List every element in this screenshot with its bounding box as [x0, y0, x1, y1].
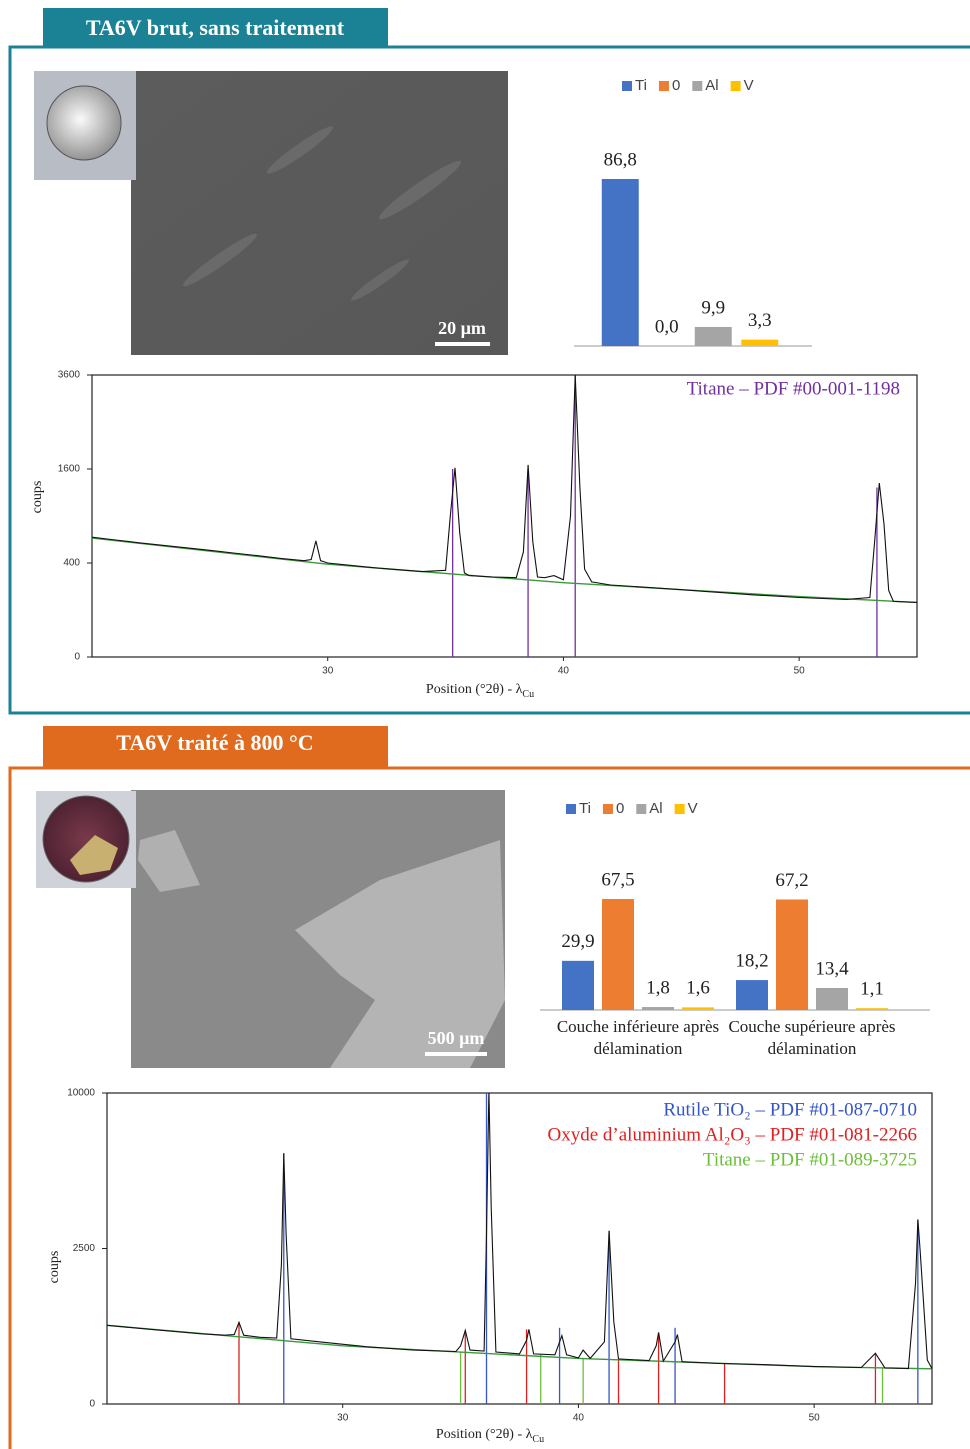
value-label: 1,6	[686, 978, 710, 999]
bar	[682, 1007, 714, 1010]
x-tick-label: 40	[573, 1413, 585, 1424]
value-label: 9,9	[701, 297, 725, 318]
x-tick-label: 30	[337, 1413, 349, 1424]
value-label: 18,2	[735, 950, 768, 971]
plot-frame	[91, 374, 918, 658]
x-tick-label: 30	[322, 666, 334, 677]
legend-swatch	[636, 804, 647, 814]
panel-header	[43, 726, 388, 768]
legend-label: V	[688, 800, 698, 817]
value-label: 67,2	[775, 870, 808, 891]
bar	[642, 1007, 674, 1010]
y-tick-label: 1600	[58, 464, 81, 475]
y-tick-label: 10000	[67, 1088, 95, 1099]
sem-flake	[138, 830, 200, 892]
bar	[601, 179, 639, 346]
trace	[107, 1093, 932, 1370]
legend-label: Al	[705, 77, 718, 94]
sem-image	[131, 71, 508, 355]
category-label: Couche supérieure après délamination	[728, 1017, 896, 1058]
bar	[856, 1008, 888, 1010]
legend-swatch	[658, 81, 669, 91]
y-axis-label: coups	[30, 481, 45, 514]
category-label: Couche inférieure après délamination	[556, 1017, 720, 1058]
bar	[602, 899, 634, 1010]
value-label: 29,9	[561, 931, 594, 952]
panel-title: TA6V traité à 800 °C	[116, 730, 313, 755]
scale-label: 20 µm	[438, 318, 486, 338]
plot-area	[107, 1093, 932, 1404]
panel-frame	[8, 45, 970, 715]
bar	[741, 339, 779, 346]
sem-flake	[295, 840, 505, 1068]
category-box: Couche supérieure après délamination	[728, 1017, 896, 1058]
value-label: 0,0	[655, 316, 679, 337]
value-label: 3,3	[748, 310, 772, 331]
x-axis-label: Position (°2θ) - λCu	[426, 682, 534, 700]
legend-swatch	[730, 81, 741, 91]
value-label: 1,1	[860, 979, 884, 1000]
trace	[92, 375, 917, 603]
panel-title: TA6V brut, sans traitement	[86, 15, 345, 40]
scale-bar	[425, 1052, 487, 1056]
legend-label: Titane – PDF #01-089-3725	[703, 1149, 917, 1170]
x-tick-label: 50	[794, 666, 806, 677]
sample-patch	[70, 835, 118, 875]
y-tick-label: 400	[63, 558, 80, 569]
legend-label: Rutile TiO₂ – PDF #01-087-0710	[663, 1099, 917, 1120]
sem-texture	[182, 126, 462, 301]
legend-swatch	[622, 81, 632, 91]
x-tick-label: 40	[558, 666, 570, 677]
legend-label: 0	[672, 77, 680, 94]
legend-swatch	[692, 81, 703, 91]
x-axis-label: Position (°2θ) - λCu	[436, 1427, 544, 1445]
category-box: Couche inférieure après délamination	[556, 1017, 720, 1058]
value-label: 86,8	[604, 149, 637, 170]
value-label: 13,4	[815, 958, 849, 979]
value-label: 1,8	[646, 977, 670, 998]
legend-label: Al	[649, 800, 662, 817]
legend-label: Oxyde d’aluminium Al₂O₃ – PDF #01-081-22…	[548, 1124, 918, 1145]
x-axis-label-main: Position (°2θ) - λ	[426, 682, 523, 697]
legend-swatch	[674, 804, 685, 814]
legend-label: 0	[616, 800, 624, 817]
bar	[562, 960, 594, 1010]
bar	[694, 326, 732, 346]
bar	[816, 987, 848, 1010]
sample-disc	[46, 85, 122, 161]
legend-label: V	[744, 77, 754, 94]
panel-frame	[8, 766, 970, 1449]
y-tick-label: 0	[89, 1399, 95, 1410]
x-axis-label-sub: Cu	[532, 1434, 544, 1445]
plot-frame	[106, 1092, 933, 1405]
x-axis-label-main: Position (°2θ) - λ	[436, 1427, 533, 1442]
y-axis-label: coups	[47, 1251, 62, 1284]
legend-swatch	[566, 804, 576, 814]
bar	[776, 899, 808, 1010]
scale-label: 500 µm	[428, 1028, 485, 1048]
y-tick-label: 0	[74, 652, 80, 663]
bar	[736, 980, 768, 1010]
legend-label: Titane – PDF #00-001-1198	[687, 378, 900, 399]
value-label: 67,5	[601, 869, 634, 890]
legend-swatch	[602, 804, 613, 814]
scale-bar	[435, 342, 490, 346]
legend-label: Ti	[579, 800, 591, 817]
trace	[92, 537, 917, 604]
plot-area	[92, 375, 917, 657]
legend-label: Ti	[635, 77, 647, 94]
y-tick-label: 2500	[73, 1243, 96, 1254]
x-tick-label: 50	[809, 1413, 821, 1424]
panel-header	[43, 8, 388, 48]
x-axis-label-sub: Cu	[522, 689, 534, 700]
y-tick-label: 3600	[58, 370, 81, 381]
